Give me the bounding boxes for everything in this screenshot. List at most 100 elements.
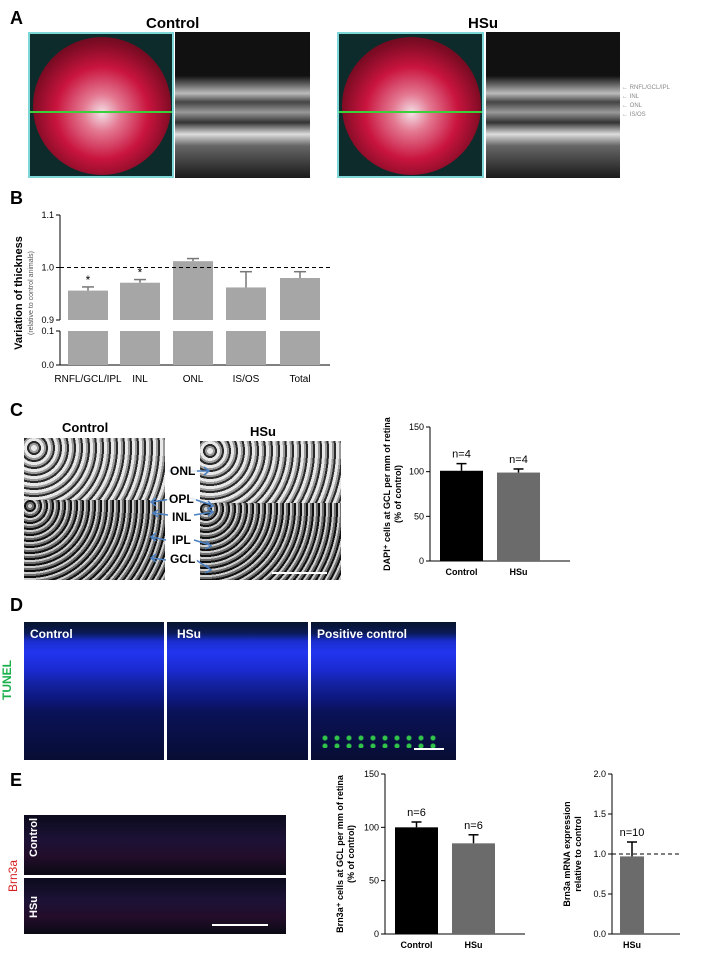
y-tick-label: 0 [374,929,379,939]
thickness-bar-chart: Variation of thickness (relative to contr… [13,210,332,385]
dapi-image-control-upper [24,438,165,500]
brn3a-image-hsu: HSu [24,878,286,934]
oct-layer-labels: ← RNFL/GCL/IPL ← INL ← ONL ← IS/OS [622,85,671,118]
layer-label-gcl: GCL [168,552,198,566]
brn3a-side-label: Brn3a [6,859,20,892]
panel-c-control-title: Control [62,420,109,435]
y-axis-label: DAPI⁺ cells at GCL per mm of retina [382,416,392,571]
layer-label-ipl: IPL [170,533,193,547]
panel-c-letter: C [10,400,23,420]
layer-label-inl: INL [170,510,194,524]
tunel-image-label: Control [30,627,73,641]
x-tick-label: INL [132,374,148,385]
bar-lower [226,331,266,365]
layer-label: ONL [629,103,643,109]
panel-a-hsu-title: HSu [468,15,498,32]
x-tick-label: Total [289,374,310,385]
y-tick-label: 150 [364,769,379,779]
x-tick-label: Control [446,567,478,577]
y-tick-label: 100 [409,467,424,477]
panel-a-letter: A [10,8,23,28]
x-tick-label: RNFL/GCL/IPL [54,374,122,385]
y-axis-label: Brn3a⁺ cells at GCL per mm of retina [335,774,345,933]
layer-label-onl: ONL [168,464,198,478]
x-tick-label: HSu [510,567,528,577]
fundus-image-control [28,32,174,178]
y-tick-label: 1.0 [41,263,54,273]
y-tick-label: 1.1 [41,210,54,220]
brn3a-image-control: Control [24,815,286,875]
y-tick-label: 0.9 [41,315,54,325]
bar-lower [173,331,213,365]
dapi-image-hsu-upper [200,441,341,503]
layer-label: RNFL/GCL/IPL [629,85,671,91]
x-tick-label: Control [401,940,433,950]
panel-b-letter: B [10,188,23,208]
scale-bar [272,572,327,574]
dapi-image-hsu-lower [200,503,341,580]
y-tick-label: 0.0 [593,929,606,939]
y-tick-label: 1.5 [593,809,606,819]
layer-label: IS/OS [629,112,646,118]
y-tick-label: 50 [414,511,424,521]
tunel-positive-cells [319,734,439,748]
oct-scan-control [175,32,310,178]
brn3a-row-label: Control [28,817,40,857]
bar [395,827,438,934]
bar-upper [173,261,213,320]
dapi-cell-count-chart: DAPI⁺ cells at GCL per mm of retina (% of… [382,416,570,577]
bar-upper [68,290,108,320]
tunel-image-positive-control: Positive control [311,622,456,760]
y-tick-label: 0.5 [593,889,606,899]
y-tick-label: 0 [419,556,424,566]
y-axis-sublabel: relative to control [573,816,583,892]
x-tick-label: HSu [623,940,641,950]
tunel-image-control: Control [24,622,164,760]
bar-lower [68,331,108,365]
x-tick-label: IS/OS [233,374,260,385]
x-tick-label: ONL [183,374,204,385]
scale-bar [414,748,444,750]
y-tick-label: 0.1 [41,326,54,336]
brn3a-cell-count-chart: Brn3a⁺ cells at GCL per mm of retina (% o… [335,769,525,950]
significance-marker: * [138,266,143,280]
y-tick-label: 150 [409,422,424,432]
panel-a-control-title: Control [146,15,200,32]
layer-label-opl: OPL [167,492,196,506]
bar [497,472,540,561]
y-tick-label: 0.0 [41,360,54,370]
n-annotation: n=10 [620,827,645,839]
brn3a-row-label: HSu [28,896,40,918]
panel-e-letter: E [10,770,23,790]
layer-label: INL [629,94,640,100]
y-axis-label: Variation of thickness [13,236,25,350]
y-tick-label: 1.0 [593,849,606,859]
y-axis-sublabel: (% of control) [393,465,403,523]
fundus-image-hsu [337,32,484,178]
brn3a-mrna-chart: Brn3a mRNA expression relative to control… [562,769,680,950]
tunel-image-label: HSu [177,627,201,641]
n-annotation: n=6 [407,807,426,819]
tunel-image-label: Positive control [317,627,408,641]
n-annotation: n=6 [464,820,483,832]
n-annotation: n=4 [509,454,528,466]
panel-d-letter: D [10,595,23,615]
tunel-side-label: TUNEL [0,660,14,700]
panel-c-hsu-title: HSu [250,424,276,439]
significance-marker: * [86,273,91,287]
tunel-image-hsu: HSu [167,622,308,760]
dapi-image-control-lower [24,500,165,580]
y-axis-sublabel: (% of control) [346,825,356,883]
scale-bar [212,924,268,926]
bar-upper [280,278,320,320]
x-tick-label: HSu [465,940,483,950]
bar-lower [280,331,320,365]
bar [452,843,495,934]
y-tick-label: 2.0 [593,769,606,779]
bar [440,470,483,561]
bar-upper [226,287,266,320]
bar-lower [120,331,160,365]
n-annotation: n=4 [452,449,471,461]
bar [620,856,644,934]
y-tick-label: 50 [369,876,379,886]
